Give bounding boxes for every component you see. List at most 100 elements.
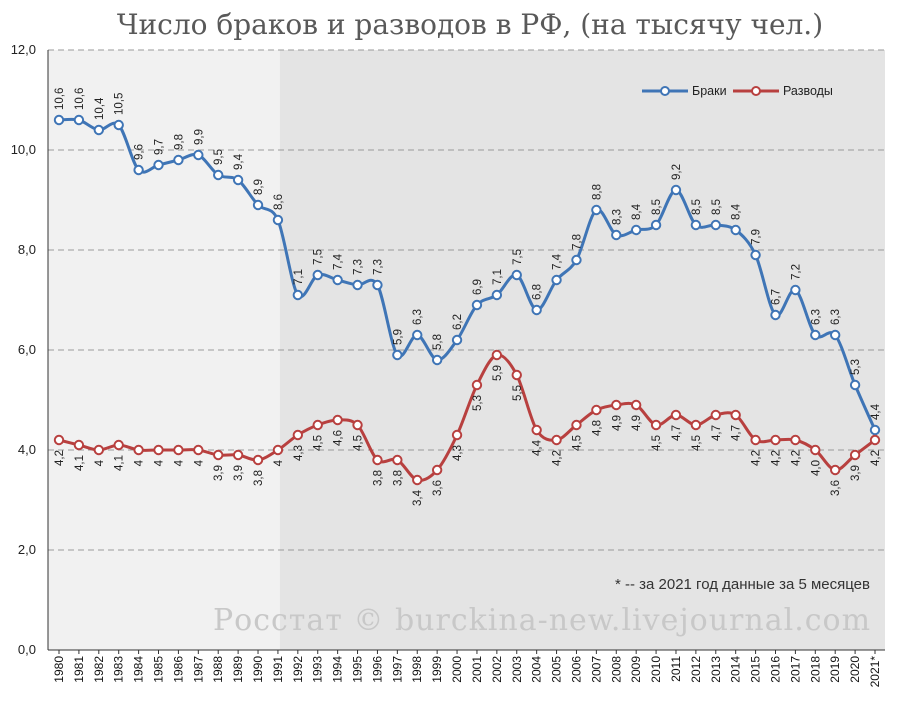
data-label-marriages: 6,3 — [830, 309, 842, 325]
data-point-divorces — [213, 449, 224, 461]
x-tick-label: 2009 — [629, 656, 643, 683]
data-point-marriages — [173, 154, 184, 166]
x-tick-label: 1983 — [112, 656, 126, 683]
data-point-marriages — [690, 219, 702, 231]
y-tick-label: 8,0 — [18, 242, 36, 257]
data-point-marriages — [829, 329, 841, 341]
data-label-marriages: 7,1 — [293, 269, 305, 285]
data-label-marriages: 7,4 — [552, 253, 564, 270]
data-point-marriages — [810, 329, 821, 341]
data-point-divorces — [531, 424, 542, 436]
data-point-divorces — [829, 464, 841, 476]
data-label-divorces: 4,5 — [353, 435, 365, 451]
data-label-divorces: 3,6 — [830, 480, 842, 496]
data-label-divorces: 5,5 — [512, 385, 524, 401]
data-label-marriages: 8,6 — [273, 194, 285, 210]
watermark-text: Росстат © burckina-new.livejournal.com — [213, 603, 871, 638]
data-label-divorces: 3,9 — [233, 465, 245, 481]
data-label-divorces: 4,5 — [651, 435, 663, 451]
data-label-divorces: 3,6 — [432, 480, 444, 496]
y-tick-label: 0,0 — [18, 642, 36, 657]
data-point-marriages — [750, 249, 761, 261]
data-label-divorces: 3,4 — [412, 489, 424, 506]
x-tick-label: 2010 — [649, 656, 663, 683]
x-tick-label: 1980 — [52, 656, 66, 683]
data-point-marriages — [491, 289, 503, 301]
data-point-marriages — [252, 199, 264, 211]
x-tick-label: 1995 — [351, 656, 365, 683]
data-point-marriages — [730, 224, 741, 236]
data-label-divorces: 5,9 — [492, 365, 504, 381]
data-label-marriages: 7,3 — [353, 259, 365, 275]
data-label-divorces: 4 — [134, 459, 146, 466]
x-tick-label: 1997 — [390, 656, 404, 683]
data-label-divorces: 4,1 — [114, 455, 126, 471]
data-point-divorces — [193, 444, 204, 456]
data-label-marriages: 9,5 — [213, 149, 225, 165]
data-label-divorces: 4 — [173, 459, 185, 466]
data-point-marriages — [471, 299, 483, 311]
data-point-marriages — [511, 269, 522, 281]
data-point-divorces — [232, 449, 244, 461]
data-point-divorces — [591, 404, 602, 416]
data-point-marriages — [611, 229, 622, 241]
series-lines — [53, 114, 881, 486]
data-label-marriages: 8,8 — [591, 184, 603, 200]
data-point-marriages — [213, 169, 224, 181]
data-point-marriages — [272, 214, 284, 226]
data-label-marriages: 6,3 — [412, 309, 424, 325]
data-point-marriages — [53, 114, 65, 126]
data-point-marriages — [312, 269, 323, 281]
data-label-marriages: 6,8 — [532, 284, 544, 300]
y-axis: 0,0 2,0 4,0 6,0 8,0 10,0 12,0 — [11, 42, 885, 657]
data-point-divorces — [551, 434, 562, 446]
data-point-marriages — [531, 304, 542, 316]
data-point-divorces — [173, 444, 184, 456]
data-point-divorces — [670, 409, 682, 421]
data-label-divorces: 4 — [273, 459, 285, 466]
x-tick-label: 2008 — [609, 656, 623, 683]
data-point-marriages — [352, 279, 363, 291]
data-label-marriages: 5,3 — [850, 359, 862, 375]
data-point-divorces — [790, 434, 801, 446]
data-point-marriages — [392, 349, 403, 361]
data-point-marriages — [770, 309, 781, 321]
x-tick-label: 1986 — [171, 656, 185, 683]
data-point-marriages — [153, 159, 164, 171]
legend-marker-marriages — [660, 86, 670, 96]
x-tick-label: 2016 — [768, 656, 782, 683]
data-label-marriages: 7,1 — [492, 269, 504, 285]
data-label-marriages: 8,4 — [631, 203, 643, 220]
data-point-divorces — [272, 444, 284, 456]
legend-item-marriages: Браки — [642, 84, 727, 98]
x-tick-label: 1998 — [410, 656, 424, 683]
data-point-divorces — [93, 444, 105, 456]
data-point-marriages — [869, 424, 881, 436]
data-label-marriages: 9,2 — [671, 164, 683, 180]
data-label-marriages: 9,4 — [233, 153, 245, 170]
data-label-divorces: 4 — [154, 459, 166, 466]
data-label-divorces: 4,2 — [54, 450, 66, 466]
data-point-marriages — [650, 219, 662, 231]
data-point-marriages — [551, 274, 562, 286]
data-label-marriages: 6,7 — [770, 289, 782, 305]
data-label-marriages: 6,2 — [452, 314, 464, 330]
x-tick-label: 1990 — [251, 656, 265, 683]
x-tick-label: 2001 — [470, 656, 484, 683]
x-tick-label: 2005 — [550, 656, 564, 683]
data-point-marriages — [372, 279, 383, 291]
data-label-divorces: 3,8 — [392, 470, 404, 486]
x-tick-label: 2007 — [589, 656, 603, 683]
data-point-marriages — [451, 334, 463, 346]
data-point-divorces — [471, 379, 483, 391]
data-label-marriages: 4,4 — [870, 403, 882, 420]
x-tick-label: 2017 — [788, 656, 802, 683]
data-label-divorces: 4,3 — [293, 445, 305, 461]
x-tick-label: 2013 — [709, 656, 723, 683]
data-point-divorces — [332, 414, 343, 426]
x-tick-label: 1985 — [152, 656, 166, 683]
data-point-marriages — [93, 124, 105, 136]
data-label-marriages: 7,2 — [790, 264, 802, 280]
data-label-divorces: 4,2 — [751, 450, 763, 466]
data-point-divorces — [392, 454, 403, 466]
